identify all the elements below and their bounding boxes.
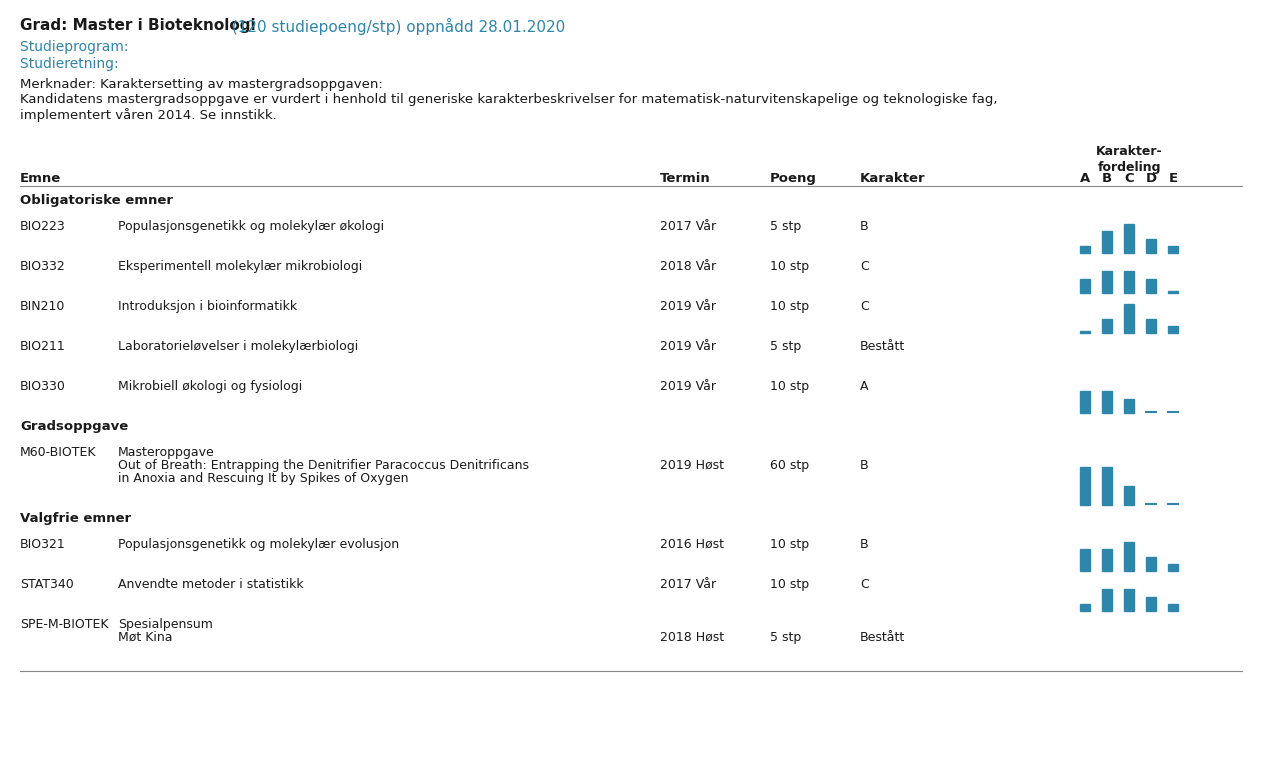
Text: B: B — [859, 459, 868, 472]
Text: Studieprogram:: Studieprogram: — [20, 40, 133, 54]
Text: Termin: Termin — [660, 172, 711, 185]
Bar — [1146, 279, 1156, 293]
Text: 2017 Vår: 2017 Vår — [660, 220, 716, 233]
Text: E: E — [1169, 172, 1177, 185]
Text: A: A — [859, 380, 868, 393]
Text: B: B — [1102, 172, 1112, 185]
Text: 2019 Vår: 2019 Vår — [660, 340, 716, 353]
Text: SPE-M-BIOTEK: SPE-M-BIOTEK — [20, 618, 109, 631]
Bar — [1124, 542, 1135, 571]
Bar — [1146, 557, 1156, 571]
Bar — [1102, 271, 1112, 293]
Bar — [1124, 304, 1135, 333]
Text: 10 stp: 10 stp — [770, 300, 809, 313]
Text: 10 stp: 10 stp — [770, 538, 809, 551]
Text: Populasjonsgenetikk og molekylær økologi: Populasjonsgenetikk og molekylær økologi — [119, 220, 384, 233]
Text: implementert våren 2014. Se innstikk.: implementert våren 2014. Se innstikk. — [20, 108, 276, 122]
Bar — [1102, 467, 1112, 505]
Text: C: C — [1124, 172, 1133, 185]
Text: BIN210: BIN210 — [20, 300, 66, 313]
Bar — [1080, 279, 1090, 293]
Text: (120 studiepoeng/stp) oppnådd 28.01.2020: (120 studiepoeng/stp) oppnådd 28.01.2020 — [227, 18, 565, 35]
Text: D: D — [1146, 172, 1156, 185]
Bar — [1080, 467, 1090, 505]
Text: Bestått: Bestått — [859, 631, 905, 644]
Text: Out of Breath: Entrapping the Denitrifier Paracoccus Denitrificans: Out of Breath: Entrapping the Denitrifie… — [119, 459, 529, 472]
Bar — [1146, 239, 1156, 253]
Text: Obligatoriske emner: Obligatoriske emner — [20, 194, 173, 207]
Text: 10 stp: 10 stp — [770, 380, 809, 393]
Text: 2019 Høst: 2019 Høst — [660, 459, 724, 472]
Bar — [1169, 246, 1177, 253]
Text: Eksperimentell molekylær mikrobiologi: Eksperimentell molekylær mikrobiologi — [119, 260, 362, 273]
Text: Valgfrie emner: Valgfrie emner — [20, 512, 131, 525]
Bar — [1124, 224, 1135, 253]
Text: 2018 Høst: 2018 Høst — [660, 631, 724, 644]
Text: Møt Kina: Møt Kina — [119, 631, 173, 644]
Text: Karakter: Karakter — [859, 172, 925, 185]
Text: Poeng: Poeng — [770, 172, 817, 185]
Text: 2018 Vår: 2018 Vår — [660, 260, 716, 273]
Bar — [1102, 319, 1112, 333]
Bar — [1080, 604, 1090, 611]
Text: Laboratorieløvelser i molekylærbiologi: Laboratorieløvelser i molekylærbiologi — [119, 340, 358, 353]
Text: C: C — [859, 260, 868, 273]
Text: Karakter-
fordeling: Karakter- fordeling — [1095, 145, 1162, 174]
Bar — [1080, 331, 1090, 333]
Text: 5 stp: 5 stp — [770, 340, 801, 353]
Text: 2017 Vår: 2017 Vår — [660, 578, 716, 591]
Text: Studieretning:: Studieretning: — [20, 57, 122, 71]
Text: in Anoxia and Rescuing It by Spikes of Oxygen: in Anoxia and Rescuing It by Spikes of O… — [119, 472, 409, 485]
Bar — [1102, 589, 1112, 611]
Text: 60 stp: 60 stp — [770, 459, 809, 472]
Bar — [1080, 392, 1090, 413]
Text: Gradsoppgave: Gradsoppgave — [20, 420, 129, 433]
Bar — [1102, 392, 1112, 413]
Text: Anvendte metoder i statistikk: Anvendte metoder i statistikk — [119, 578, 304, 591]
Bar — [1080, 549, 1090, 571]
Bar — [1124, 399, 1135, 413]
Text: A: A — [1080, 172, 1090, 185]
Text: BIO332: BIO332 — [20, 260, 66, 273]
Bar — [1124, 271, 1135, 293]
Text: Emne: Emne — [20, 172, 62, 185]
Bar — [1169, 604, 1177, 611]
Text: Introduksjon i bioinformatikk: Introduksjon i bioinformatikk — [119, 300, 297, 313]
Text: Mikrobiell økologi og fysiologi: Mikrobiell økologi og fysiologi — [119, 380, 303, 393]
Text: Grad: Master i Bioteknologi: Grad: Master i Bioteknologi — [20, 18, 256, 33]
Text: 2016 Høst: 2016 Høst — [660, 538, 724, 551]
Text: B: B — [859, 220, 868, 233]
Bar — [1169, 291, 1177, 293]
Text: BIO211: BIO211 — [20, 340, 66, 353]
Text: Bestått: Bestått — [859, 340, 905, 353]
Bar — [1169, 326, 1177, 333]
Text: 5 stp: 5 stp — [770, 220, 801, 233]
Text: STAT340: STAT340 — [20, 578, 73, 591]
Text: C: C — [859, 300, 868, 313]
Text: C: C — [859, 578, 868, 591]
Text: Spesialpensum: Spesialpensum — [119, 618, 213, 631]
Bar — [1080, 246, 1090, 253]
Text: 2019 Vår: 2019 Vår — [660, 300, 716, 313]
Bar — [1102, 549, 1112, 571]
Text: BIO321: BIO321 — [20, 538, 66, 551]
Text: Populasjonsgenetikk og molekylær evolusjon: Populasjonsgenetikk og molekylær evolusj… — [119, 538, 399, 551]
Bar — [1124, 589, 1135, 611]
Text: 10 stp: 10 stp — [770, 578, 809, 591]
Text: M60-BIOTEK: M60-BIOTEK — [20, 446, 96, 459]
Text: 10 stp: 10 stp — [770, 260, 809, 273]
Text: Merknader: Karaktersetting av mastergradsoppgaven:: Merknader: Karaktersetting av mastergrad… — [20, 78, 382, 91]
Text: 5 stp: 5 stp — [770, 631, 801, 644]
Text: BIO330: BIO330 — [20, 380, 66, 393]
Bar — [1124, 486, 1135, 505]
Text: Masteroppgave: Masteroppgave — [119, 446, 215, 459]
Bar — [1102, 231, 1112, 253]
Text: B: B — [859, 538, 868, 551]
Text: 2019 Vår: 2019 Vår — [660, 380, 716, 393]
Text: BIO223: BIO223 — [20, 220, 66, 233]
Text: Kandidatens mastergradsoppgave er vurdert i henhold til generiske karakterbeskri: Kandidatens mastergradsoppgave er vurder… — [20, 93, 997, 106]
Bar — [1146, 597, 1156, 611]
Bar — [1169, 564, 1177, 571]
Bar — [1146, 319, 1156, 333]
